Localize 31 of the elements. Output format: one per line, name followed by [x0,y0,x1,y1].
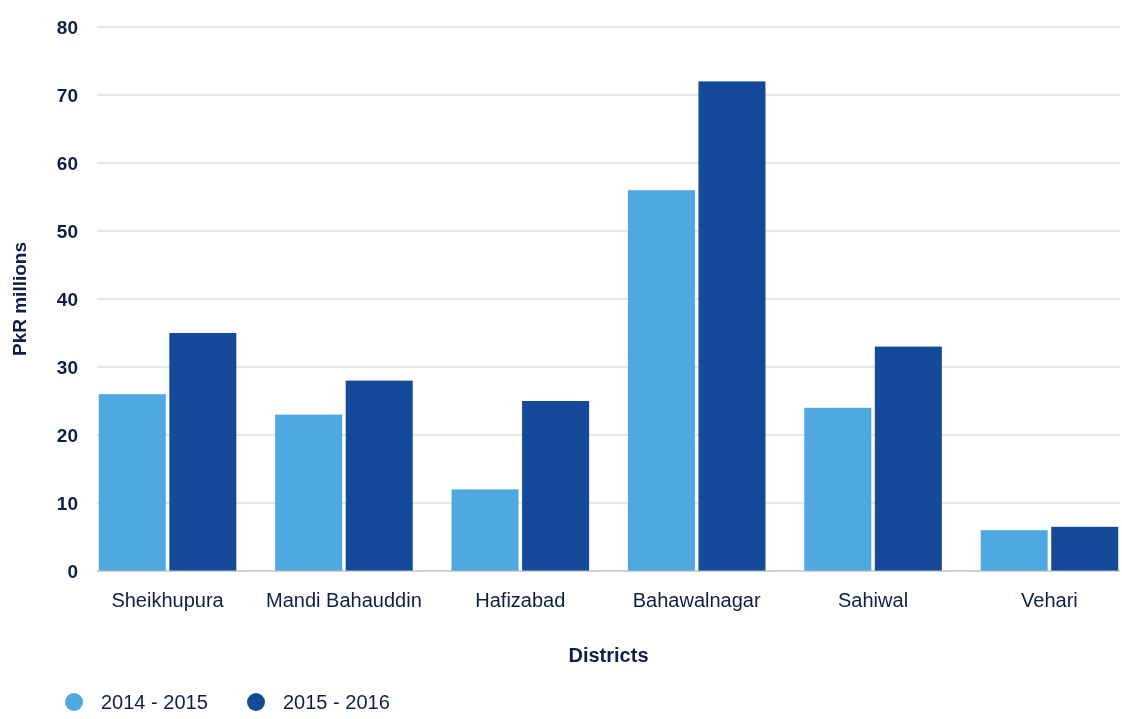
bar [98,394,166,571]
bar [698,81,766,571]
legend-label: 2014 - 2015 [101,691,208,713]
y-tick-label: 0 [67,560,78,582]
x-tick-label: Vehari [1021,589,1078,611]
y-tick-label: 70 [56,84,78,106]
y-tick-label: 80 [56,16,78,38]
bar [451,489,519,571]
x-tick-label: Sahiwal [838,589,909,611]
bar [1051,526,1119,571]
x-tick-label: Sheikhupura [111,589,225,611]
bar [874,346,942,571]
y-tick-label: 20 [56,424,78,446]
y-tick-label: 50 [56,220,78,242]
y-axis-title: PkR millions [9,241,30,357]
y-tick-label: 60 [56,152,78,174]
x-axis-title: Districts [568,644,649,666]
bar [804,407,872,571]
bar [275,414,343,571]
legend-label: 2015 - 2016 [283,691,390,713]
x-tick-label: Mandi Bahauddin [266,589,422,611]
y-tick-label: 30 [56,356,78,378]
x-tick-label: Bahawalnagar [632,589,761,611]
y-tick-label: 10 [56,492,78,514]
x-tick-label: Hafizabad [475,589,566,611]
bar [345,380,413,571]
bar [627,190,695,571]
y-tick-label: 40 [56,288,78,310]
bar [169,333,237,571]
bar [522,401,590,571]
bar [980,530,1048,571]
